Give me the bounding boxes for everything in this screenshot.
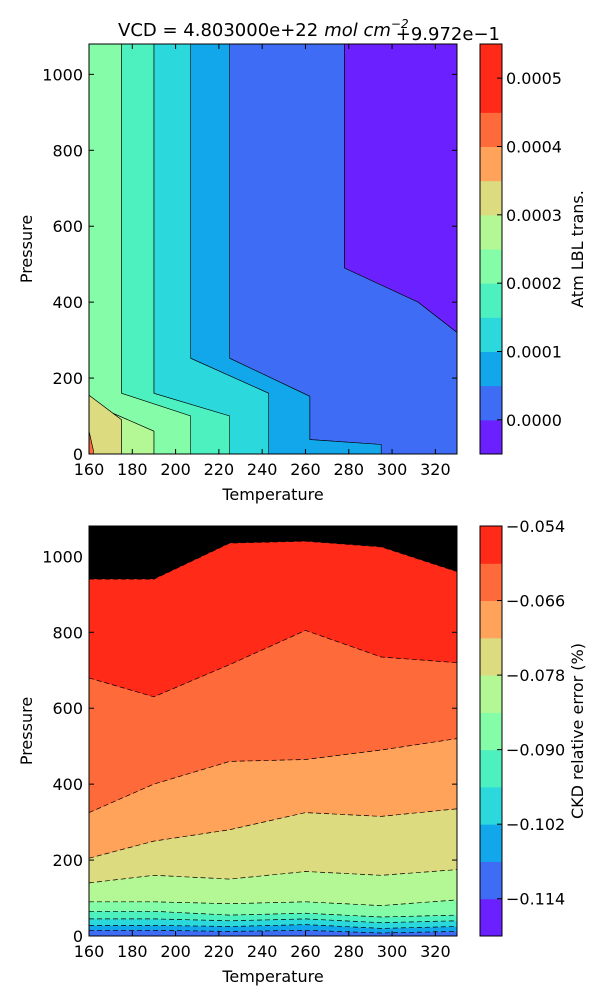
bottom-colorbar-label: CKD relative error (%) — [568, 643, 587, 819]
colorbar-segment — [480, 675, 502, 713]
colorbar-tick-label: 0.0001 — [506, 343, 562, 362]
contour-line — [89, 929, 458, 934]
y-tick-label: 200 — [52, 369, 83, 388]
colorbar-tick-label: 0.0003 — [506, 206, 562, 225]
colorbar-segment — [480, 44, 502, 79]
y-tick-label: 800 — [52, 623, 83, 642]
contour-line — [89, 924, 458, 929]
colorbar-tick-label: −0.078 — [506, 666, 565, 685]
x-tick-label: 240 — [247, 460, 278, 479]
y-tick-label: 1000 — [42, 65, 83, 84]
bottom-contour-fills — [88, 526, 458, 937]
colorbar-tick-label: 0.0000 — [506, 411, 562, 430]
y-tick-label: 600 — [52, 217, 83, 236]
colorbar-segment — [480, 600, 502, 639]
colorbar-segment — [480, 180, 502, 216]
colorbar-frame — [479, 525, 503, 937]
top-y-ticks: 0 200 400 600 800 1000 — [42, 65, 457, 464]
top-x-ticks: 160 180 200 220 240 260 280 300 320 — [74, 44, 451, 479]
colorbar-segment — [480, 563, 502, 602]
top-title: VCD = 4.803000e+22 mol cm−2 — [118, 17, 409, 41]
contour-line — [89, 918, 458, 924]
colorbar-tick-label: −0.114 — [506, 890, 565, 909]
x-tick-label: 320 — [420, 942, 451, 961]
colorbar-segment — [480, 637, 502, 676]
colorbar-segment — [480, 861, 502, 900]
x-tick-label: 160 — [74, 942, 105, 961]
x-tick-label: 280 — [333, 460, 364, 479]
x-tick-label: 300 — [377, 460, 408, 479]
contour-line — [89, 910, 458, 918]
bottom-plot-frame — [88, 525, 458, 937]
colorbar-segment — [480, 146, 502, 182]
bottom-y-ticks: 0 200 400 600 800 1000 — [42, 547, 457, 946]
x-tick-label: 260 — [290, 942, 321, 961]
bottom-colorbar: −0.054 −0.066 −0.078 −0.090 −0.102 −0.114 — [479, 517, 565, 937]
x-tick-label: 180 — [117, 460, 148, 479]
y-tick-label: 200 — [52, 851, 83, 870]
colorbar-segment — [480, 214, 502, 250]
x-tick-label: 160 — [74, 460, 105, 479]
colorbar-segment — [480, 749, 502, 788]
colorbar-tick-label: 0.0004 — [506, 138, 562, 157]
bottom-x-axis-label: Temperature — [221, 967, 323, 986]
top-plot-frame — [88, 43, 458, 455]
colorbar-segment — [480, 385, 502, 421]
colorbar-segment — [480, 824, 502, 862]
bottom-y-axis-label: Pressure — [17, 697, 36, 765]
top-y-axis-label: Pressure — [17, 215, 36, 283]
colorbar-segment — [480, 78, 502, 113]
contour-line — [89, 899, 458, 906]
colorbar-segment — [480, 283, 502, 318]
colorbar-segment — [480, 898, 502, 937]
y-tick-label: 800 — [52, 141, 83, 160]
colorbar-frame — [479, 43, 503, 455]
top-contour-fills — [88, 43, 458, 455]
top-colorbar-label: Atm LBL trans. — [568, 190, 587, 308]
top-panel: VCD = 4.803000e+22 mol cm−2 +9.972e−1 160… — [17, 17, 587, 504]
y-tick-label: 0 — [73, 445, 83, 464]
colorbar-segment — [480, 351, 502, 387]
colorbar-tick-label: −0.054 — [506, 517, 565, 536]
colorbar-tick-label: −0.090 — [506, 741, 565, 760]
colorbar-segment — [480, 526, 502, 564]
y-tick-label: 0 — [73, 927, 83, 946]
bottom-panel: 160 180 200 220 240 260 280 300 320 0 200 400 600 80… — [17, 517, 587, 986]
x-tick-label: 220 — [204, 460, 235, 479]
top-x-axis-label: Temperature — [221, 485, 323, 504]
y-tick-label: 400 — [52, 775, 83, 794]
colorbar-tick-label: 0.0005 — [506, 69, 562, 88]
contour-line — [89, 540, 458, 580]
colorbar-segment — [480, 317, 502, 352]
colorbar-segment — [480, 419, 502, 455]
colorbar-segment — [480, 786, 502, 825]
colorbar-segment — [480, 249, 502, 284]
x-tick-label: 260 — [290, 460, 321, 479]
bottom-x-ticks: 160 180 200 220 240 260 280 300 320 — [74, 526, 451, 961]
y-tick-label: 600 — [52, 699, 83, 718]
y-tick-label: 1000 — [42, 547, 83, 566]
colorbar-tick-label: 0.0002 — [506, 274, 562, 293]
top-offset-text: +9.972e−1 — [396, 24, 500, 45]
x-tick-label: 200 — [160, 942, 191, 961]
contour-line — [88, 738, 458, 813]
contour-band — [89, 526, 457, 580]
x-tick-label: 320 — [420, 460, 451, 479]
top-colorbar: 0.0000 0.0001 0.0002 0.0003 0.0004 0.0005 — [479, 43, 562, 455]
x-tick-label: 180 — [117, 942, 148, 961]
colorbar-tick-label: −0.102 — [506, 815, 565, 834]
colorbar-segment — [480, 712, 502, 751]
x-tick-label: 200 — [160, 460, 191, 479]
x-tick-label: 240 — [247, 942, 278, 961]
y-tick-label: 400 — [52, 293, 83, 312]
x-tick-label: 220 — [204, 942, 235, 961]
x-tick-label: 280 — [333, 942, 364, 961]
contour-line — [88, 630, 458, 698]
colorbar-segment — [480, 112, 502, 147]
x-tick-label: 300 — [377, 942, 408, 961]
colorbar-tick-label: −0.066 — [506, 592, 565, 611]
contour-line — [88, 869, 458, 884]
